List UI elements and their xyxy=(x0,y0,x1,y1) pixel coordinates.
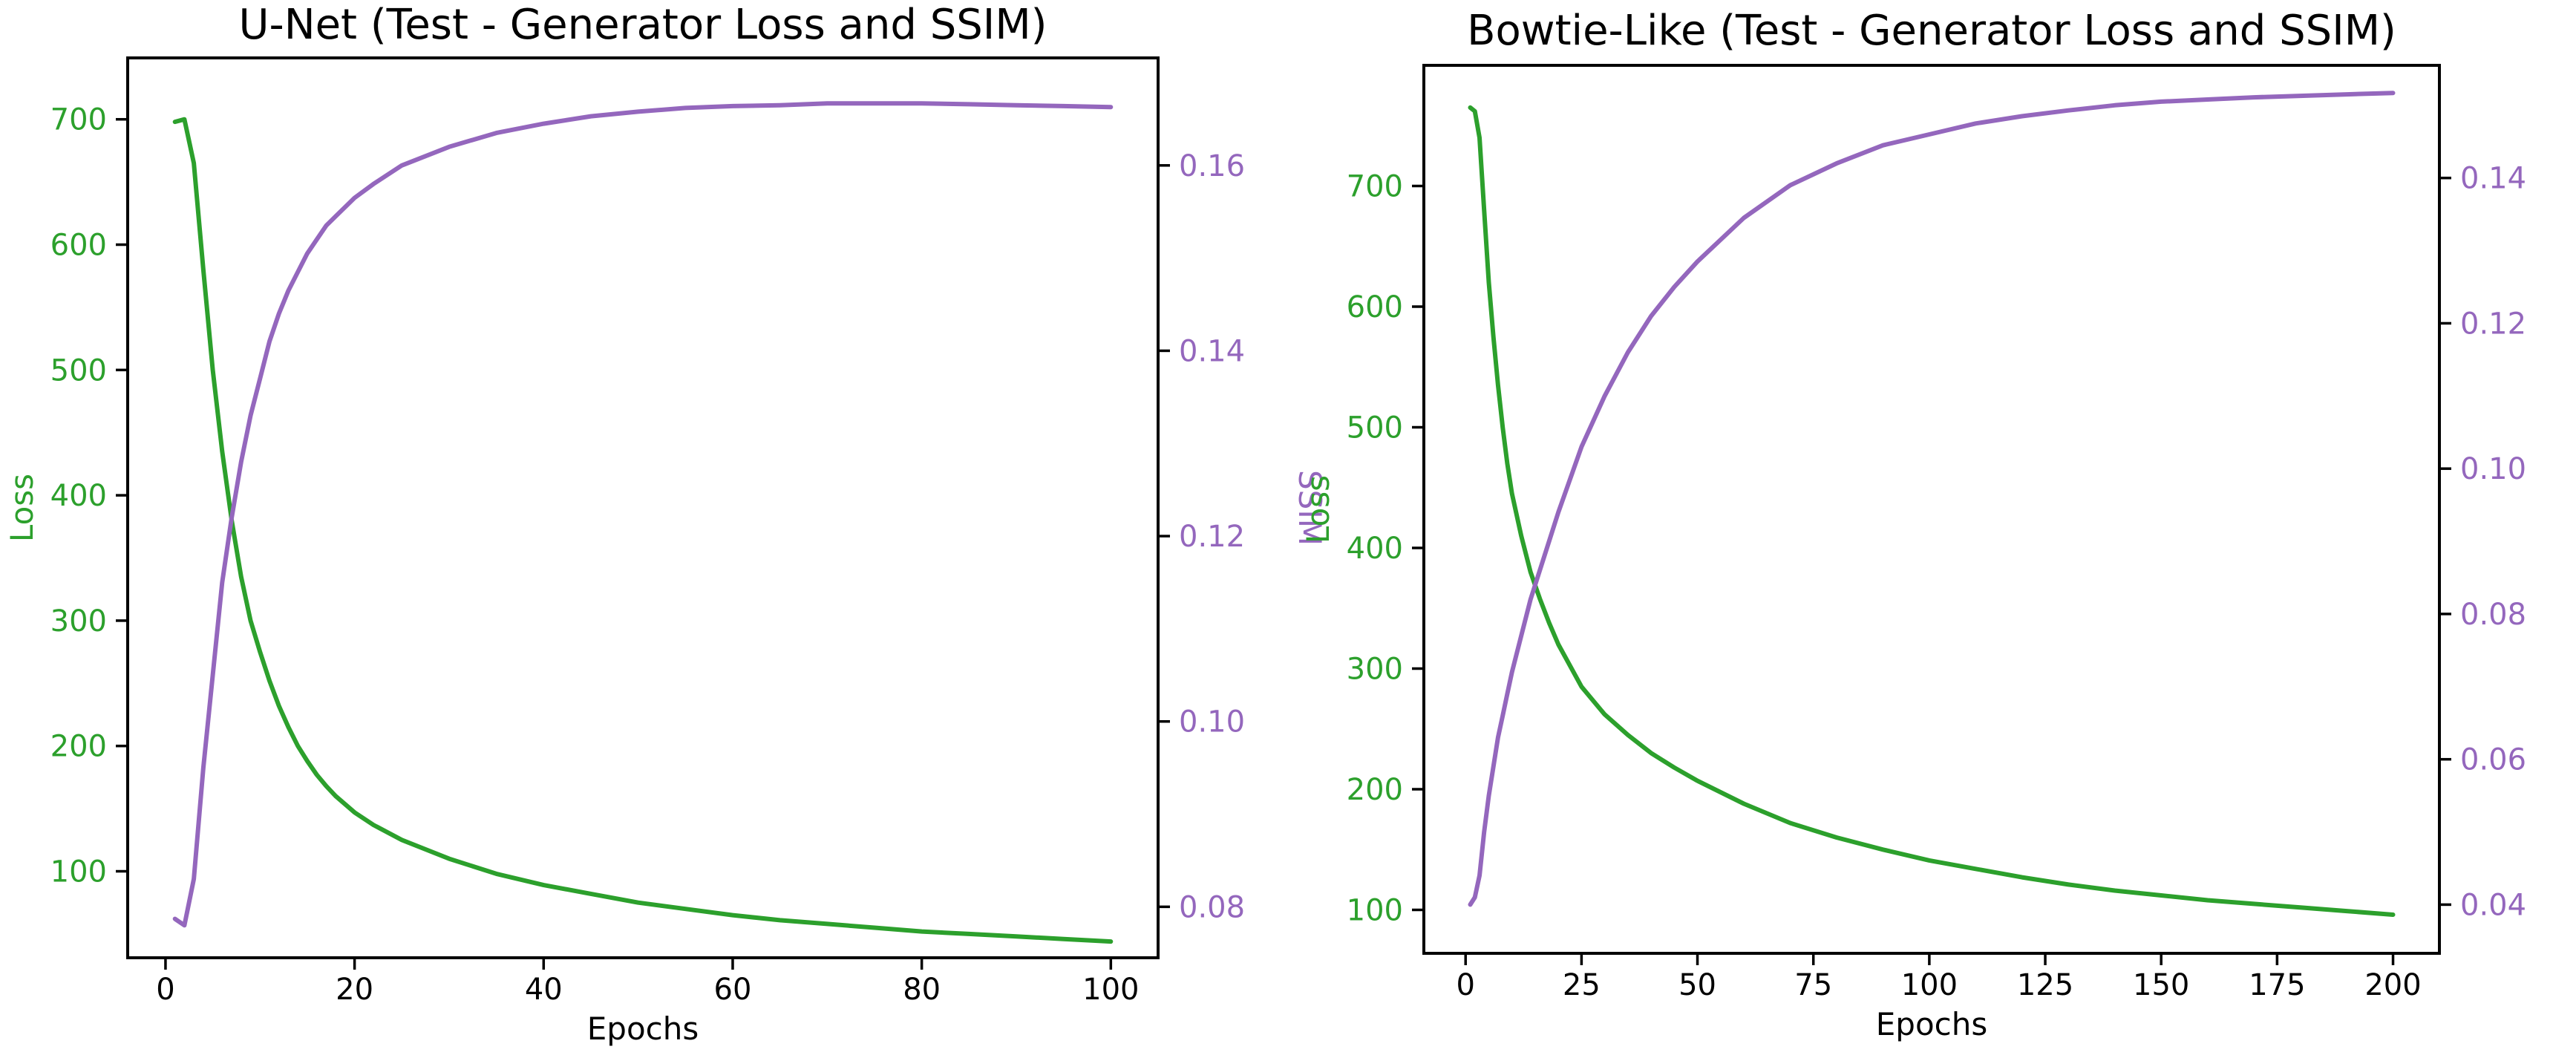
y-tick-label: 100 xyxy=(50,855,107,889)
y-tick-label: 600 xyxy=(1347,290,1403,324)
x-tick-label: 60 xyxy=(714,973,752,1007)
x-tick-label: 80 xyxy=(903,973,941,1007)
y2-axis-label: SSIM xyxy=(2573,471,2576,547)
y-tick-label: 500 xyxy=(1347,411,1403,445)
loss-line-2 xyxy=(1468,105,2396,917)
y2-tick-label: 0.10 xyxy=(2460,452,2526,486)
x-tick-label: 25 xyxy=(1563,968,1601,1002)
chart-panel-2: 0 25 50 75 100 125 150 175 200 100 200 300 400 500 600… xyxy=(1300,7,2576,1042)
y-tick-label: 200 xyxy=(50,730,107,764)
x-tick-label: 40 xyxy=(525,973,563,1007)
x-tick-label: 0 xyxy=(1456,968,1474,1002)
y2-tick-label: 0.08 xyxy=(1179,890,1245,924)
y2-tick-label: 0.10 xyxy=(1179,705,1245,739)
x-tick-label: 0 xyxy=(156,973,174,1007)
x-tick-label: 200 xyxy=(2364,968,2421,1002)
plot-frame xyxy=(126,56,1160,959)
y2-tick-label: 0.14 xyxy=(1179,334,1245,368)
y-tick-label: 100 xyxy=(1347,894,1403,928)
ssim-line-2 xyxy=(1468,91,2396,907)
y2-tick-label: 0.14 xyxy=(2460,162,2526,196)
y-axis-label: Loss xyxy=(1300,475,1336,543)
chart-panel-1: 0 20 40 60 80 100 100 200 300 400 500 600 700 0.08 0.1… xyxy=(4,1,1328,1047)
y2-tick-label: 0.04 xyxy=(2460,888,2526,922)
chart-title: Bowtie-Like (Test - Generator Loss and S… xyxy=(1467,7,2396,55)
chart-title: U-Net (Test - Generator Loss and SSIM) xyxy=(239,1,1047,49)
x-tick-label: 75 xyxy=(1794,968,1832,1002)
y-tick-label: 700 xyxy=(50,103,107,137)
x-tick-label: 175 xyxy=(2249,968,2305,1002)
loss-line-1 xyxy=(172,117,1114,944)
y-tick-label: 400 xyxy=(50,479,107,513)
y-tick-label: 300 xyxy=(1347,653,1403,687)
y-tick-label: 400 xyxy=(1347,532,1403,566)
x-tick-label: 100 xyxy=(1082,973,1139,1007)
y2-axis-label: SSIM xyxy=(1292,470,1328,546)
y2-tick-label: 0.12 xyxy=(2460,307,2526,341)
y2-tick-label: 0.06 xyxy=(2460,743,2526,777)
y-tick-label: 500 xyxy=(50,353,107,388)
y-tick-label: 200 xyxy=(1347,773,1403,807)
y-tick-label: 300 xyxy=(50,604,107,639)
y2-tick-label: 0.16 xyxy=(1179,149,1245,183)
x-axis-label: Epochs xyxy=(587,1010,699,1047)
x-tick-label: 20 xyxy=(336,973,373,1007)
x-axis-label: Epochs xyxy=(1876,1006,1988,1042)
y2-tick-label: 0.12 xyxy=(1179,520,1245,554)
plot-frame xyxy=(1422,64,2441,955)
x-tick-label: 150 xyxy=(2133,968,2189,1002)
x-tick-label: 50 xyxy=(1678,968,1716,1002)
y-axis-label: Loss xyxy=(4,474,40,542)
y-tick-label: 700 xyxy=(1347,170,1403,204)
y-tick-label: 600 xyxy=(50,229,107,263)
x-tick-label: 100 xyxy=(1901,968,1958,1002)
x-tick-label: 125 xyxy=(2017,968,2073,1002)
ssim-line-1 xyxy=(172,101,1114,928)
y2-tick-label: 0.08 xyxy=(2460,598,2526,632)
